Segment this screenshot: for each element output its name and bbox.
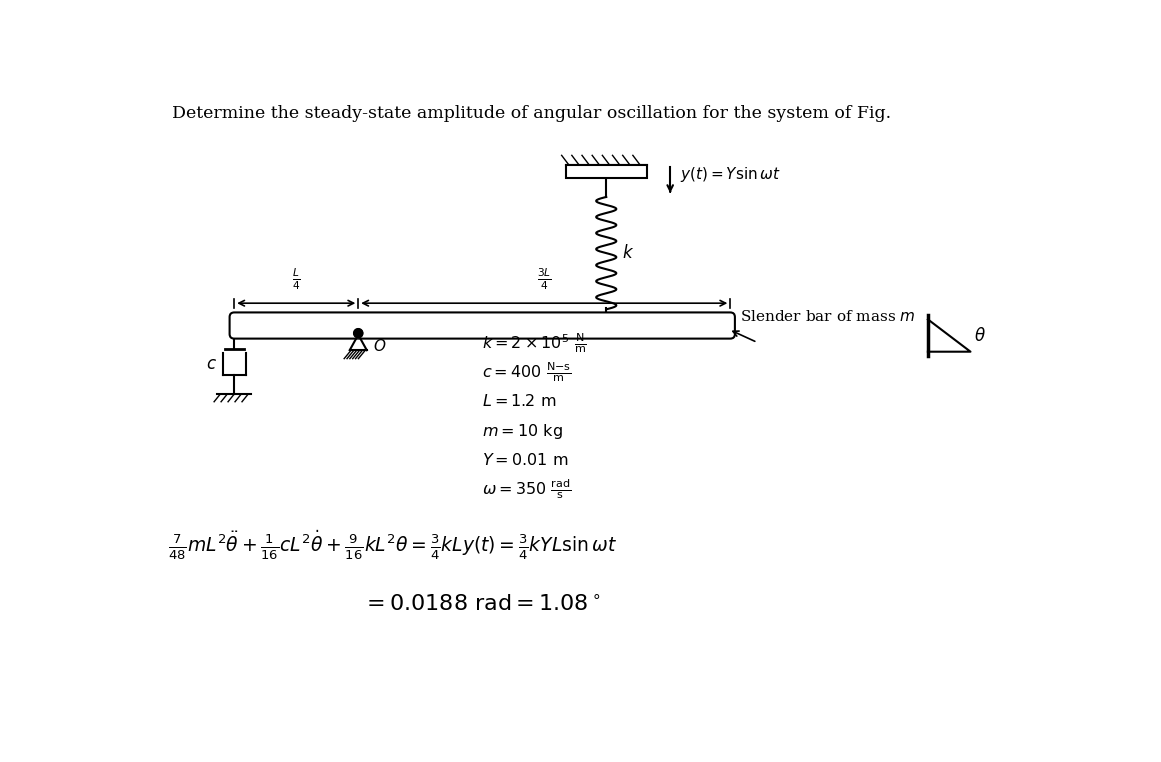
Text: $k$: $k$ xyxy=(622,244,634,262)
Text: $k = 2 \times 10^5\ \frac{\mathrm{N}}{\mathrm{m}}$: $k = 2 \times 10^5\ \frac{\mathrm{N}}{\m… xyxy=(482,331,587,355)
Circle shape xyxy=(354,329,362,338)
Text: $O$: $O$ xyxy=(373,338,387,354)
Text: $= 0.0188\ \mathrm{rad} = 1.08^\circ$: $= 0.0188\ \mathrm{rad} = 1.08^\circ$ xyxy=(362,594,600,616)
Text: $\frac{3L}{4}$: $\frac{3L}{4}$ xyxy=(538,267,551,293)
Text: $L = 1.2\ \mathrm{m}$: $L = 1.2\ \mathrm{m}$ xyxy=(482,393,557,410)
Bar xyxy=(565,165,647,178)
Text: $\frac{7}{48}mL^2\ddot{\theta} + \frac{1}{16}cL^2\dot{\theta} + \frac{9}{16}kL^2: $\frac{7}{48}mL^2\ddot{\theta} + \frac{1… xyxy=(168,529,618,562)
Text: $c = 400\ \frac{\mathrm{N{-}s}}{\mathrm{m}}$: $c = 400\ \frac{\mathrm{N{-}s}}{\mathrm{… xyxy=(482,360,572,384)
Text: Determine the steady-state amplitude of angular oscillation for the system of Fi: Determine the steady-state amplitude of … xyxy=(172,104,892,121)
Text: $c$: $c$ xyxy=(205,356,216,373)
FancyBboxPatch shape xyxy=(230,312,735,338)
Text: $m = 10\ \mathrm{kg}$: $m = 10\ \mathrm{kg}$ xyxy=(482,421,563,440)
Text: Slender bar of mass $m$: Slender bar of mass $m$ xyxy=(740,309,915,324)
Text: $\theta$: $\theta$ xyxy=(974,327,986,344)
Text: $y(t) = Y \sin \omega t$: $y(t) = Y \sin \omega t$ xyxy=(680,165,781,184)
Text: $\frac{L}{4}$: $\frac{L}{4}$ xyxy=(291,267,301,293)
Circle shape xyxy=(354,329,362,338)
Text: $\omega = 350\ \frac{\mathrm{rad}}{\mathrm{s}}$: $\omega = 350\ \frac{\mathrm{rad}}{\math… xyxy=(482,478,571,501)
Text: $Y = 0.01\ \mathrm{m}$: $Y = 0.01\ \mathrm{m}$ xyxy=(482,452,569,469)
